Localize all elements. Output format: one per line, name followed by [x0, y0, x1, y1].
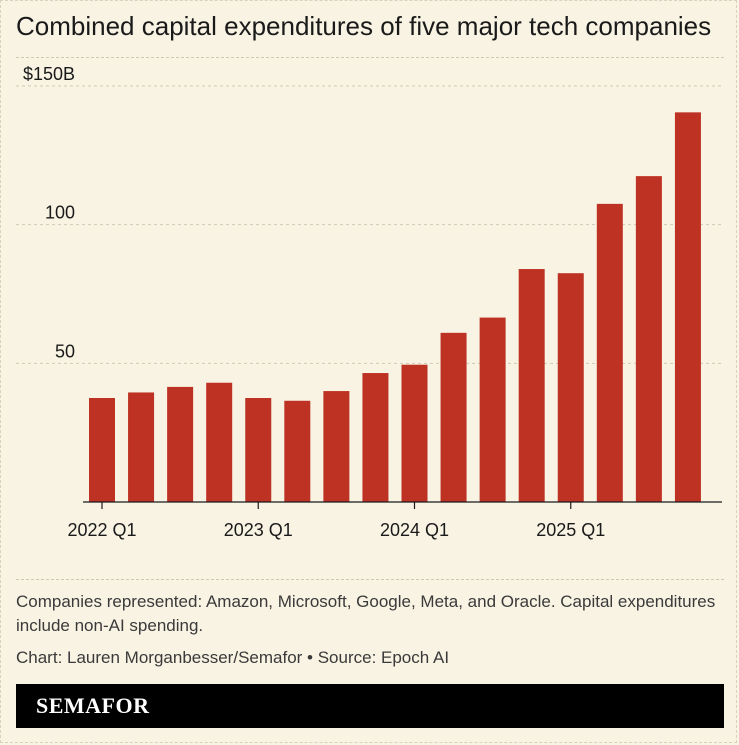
y-axis-labels: 50 100 $150B	[23, 64, 75, 361]
bar	[401, 364, 428, 502]
y-tick-label: 50	[55, 341, 75, 361]
bar	[284, 400, 311, 502]
chart-note: Companies represented: Amazon, Microsoft…	[16, 592, 716, 635]
bar	[557, 273, 584, 502]
bar	[635, 176, 662, 502]
chart-credit: Chart: Lauren Morganbesser/Semafor • Sou…	[16, 648, 450, 667]
bar	[89, 398, 115, 502]
x-tick-label: 2022 Q1	[67, 520, 136, 540]
bar-chart: 50 100 $150B 2022 Q1 2023 Q1 2024 Q1 2025 Q1	[16, 64, 722, 540]
bar	[167, 386, 194, 502]
x-tick-label: 2025 Q1	[536, 520, 605, 540]
title-divider	[16, 57, 724, 58]
bar	[323, 391, 350, 502]
y-tick-label: 100	[45, 203, 75, 223]
x-tick-label: 2023 Q1	[224, 520, 293, 540]
bar	[128, 392, 155, 502]
bars	[89, 112, 701, 502]
bar	[440, 332, 467, 502]
bar	[479, 317, 506, 502]
footer-divider	[16, 579, 724, 580]
chart-title: Combined capital expenditures of five ma…	[16, 11, 712, 41]
bar	[674, 112, 701, 502]
x-tick-label: 2024 Q1	[380, 520, 449, 540]
x-axis-ticks: 2022 Q1 2023 Q1 2024 Q1 2025 Q1	[67, 502, 605, 540]
y-tick-label: $150B	[23, 64, 75, 84]
bar	[245, 398, 272, 502]
brand-logo: SEMAFOR	[36, 693, 150, 718]
brand-bar: SEMAFOR	[16, 684, 724, 728]
bar	[362, 373, 389, 502]
bar	[518, 269, 545, 502]
bar	[206, 382, 233, 502]
bar	[596, 203, 623, 502]
